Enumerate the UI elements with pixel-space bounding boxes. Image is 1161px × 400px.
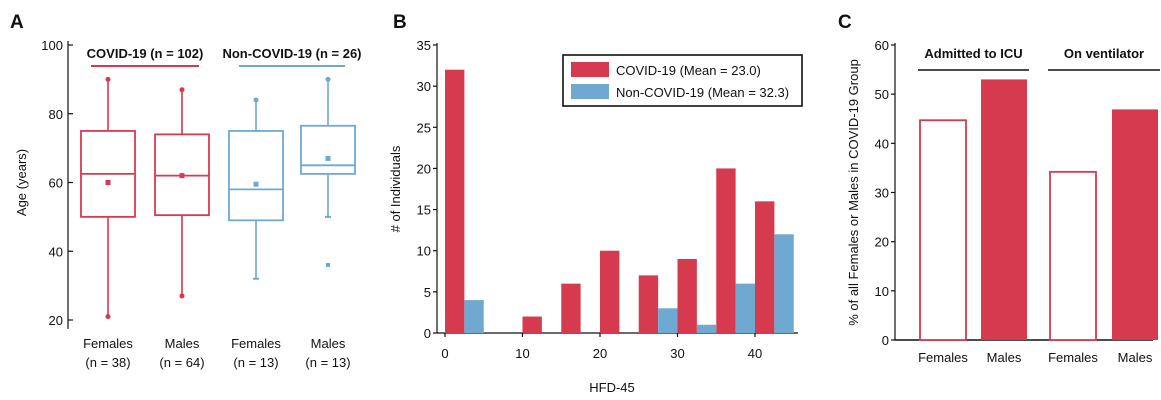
box-plot	[154, 87, 210, 299]
panel-b-y-tick-label: 20	[417, 161, 431, 176]
covid-bar	[445, 69, 465, 333]
panel-a-category-label: Females	[231, 336, 281, 351]
panel-c-y-tick-label: 30	[875, 186, 889, 201]
legend-swatch	[571, 62, 609, 77]
panel-c-letter: C	[838, 12, 852, 33]
noncovid-bar	[658, 308, 678, 333]
females-bar	[1049, 170, 1097, 341]
panel-a-y-axis-title: Age (years)	[14, 149, 29, 216]
legend-label: COVID-19 (Mean = 23.0)	[616, 63, 761, 78]
panel-c: C 0 10 20 30 40 50 60 % of all Females or Males …	[838, 12, 1160, 365]
covid-bar	[600, 250, 620, 333]
box-plot	[300, 76, 356, 267]
box-whisker-cap	[105, 314, 111, 320]
panel-c-y-tick-label: 40	[875, 136, 889, 151]
noncovid-bar	[464, 300, 484, 333]
box-mean-marker	[179, 173, 185, 179]
panel-c-category-label: Males	[987, 350, 1022, 365]
box-outlier	[326, 263, 330, 267]
panel-b-y-axis-title: # of Individuals	[388, 145, 403, 232]
panel-c-y-tick-label: 0	[882, 333, 889, 348]
panel-b-y-tick-label: 5	[424, 285, 431, 300]
box-mean-marker	[253, 181, 259, 187]
males-bar	[981, 79, 1027, 341]
panel-b-y-tick-label: 0	[424, 326, 431, 341]
panel-b-x-tick-label: 30	[670, 346, 684, 361]
box-whisker-cap	[179, 293, 185, 299]
box-whisker-cap	[253, 97, 259, 103]
panel-b-y-tick-label: 30	[417, 79, 431, 94]
panel-c-category-label: Males	[1118, 350, 1153, 365]
box-iqr	[228, 130, 284, 222]
panel-c-y-tick-label: 60	[875, 38, 889, 53]
legend-swatch	[571, 84, 609, 99]
covid-bar	[561, 283, 581, 333]
panel-c-category-label: Females	[918, 350, 968, 365]
panel-b-x-tick-label: 0	[441, 346, 448, 361]
panel-b-x-tick-label: 40	[748, 346, 762, 361]
panel-c-group-title: On ventilator	[1064, 46, 1144, 61]
panel-b-x-tick-label: 20	[593, 346, 607, 361]
females-bar	[919, 119, 967, 341]
panel-a-category-label: Males	[311, 336, 346, 351]
panel-a-y-tick-label: 20	[49, 313, 63, 328]
panel-a-y-tick-label: 40	[49, 244, 63, 259]
box-whisker-cap	[179, 87, 185, 93]
box-whisker-cap	[105, 76, 111, 82]
box-iqr	[300, 124, 356, 175]
box-plot	[80, 76, 136, 320]
panel-b-x-axis-title: HFD-45	[589, 380, 635, 395]
box-mean-marker	[105, 180, 111, 185]
panel-a-category-n: (n = 13)	[305, 355, 350, 370]
box-whisker-cap	[325, 76, 331, 82]
panel-c-group-title: Admitted to ICU	[924, 46, 1022, 61]
panel-b-y-tick-label: 15	[417, 203, 431, 218]
panel-a-y-tick-label: 60	[49, 176, 63, 191]
covid-bar	[677, 258, 697, 333]
box-mean-marker	[325, 155, 331, 161]
panel-a-category-label: Females	[83, 336, 133, 351]
panel-b-x-tick-label: 10	[515, 346, 529, 361]
legend-label: Non-COVID-19 (Mean = 32.3)	[616, 85, 789, 100]
panel-a-category-n: (n = 38)	[85, 355, 130, 370]
panel-c-y-tick-label: 10	[875, 284, 889, 299]
panel-a-group-title: COVID-19 (n = 102)	[87, 46, 204, 61]
box-plot	[228, 97, 284, 280]
panel-a-y-tick-label: 100	[41, 38, 63, 53]
panel-a: A 20 40 60 80 100 Age (years) COVID-19 (n = 102…	[10, 12, 362, 370]
panel-b-y-tick-label: 10	[417, 244, 431, 259]
covid-bar	[638, 275, 659, 333]
panel-b-letter: B	[393, 12, 407, 33]
panel-a-category-label: Males	[165, 336, 200, 351]
panel-a-y-tick-label: 80	[49, 107, 63, 122]
covid-bar	[522, 316, 542, 333]
males-bar	[1112, 109, 1158, 341]
noncovid-bar	[735, 283, 755, 333]
panel-a-category-n: (n = 13)	[233, 355, 278, 370]
panel-c-y-tick-label: 20	[875, 235, 889, 250]
panel-b-y-tick-label: 25	[417, 120, 431, 135]
covid-bar	[755, 201, 775, 333]
panel-c-y-tick-label: 50	[875, 87, 889, 102]
panel-c-category-label: Females	[1048, 350, 1098, 365]
panel-a-group-title: Non-COVID-19 (n = 26)	[222, 46, 361, 61]
noncovid-bar	[774, 234, 794, 333]
panel-b-y-tick-label: 35	[417, 38, 431, 53]
noncovid-bar	[696, 324, 717, 333]
panel-c-y-axis-title: % of all Females or Males in COVID-19 Gr…	[846, 59, 861, 326]
covid-bar	[716, 168, 736, 333]
panel-a-category-n: (n = 64)	[159, 355, 204, 370]
panel-b-legend: COVID-19 (Mean = 23.0) Non-COVID-19 (Mean…	[562, 54, 803, 107]
panel-b: B 0 5 10 15 20 25 30 35 0 10 20 30 40 # of Individuals…	[388, 12, 803, 395]
panel-a-letter: A	[10, 12, 24, 33]
